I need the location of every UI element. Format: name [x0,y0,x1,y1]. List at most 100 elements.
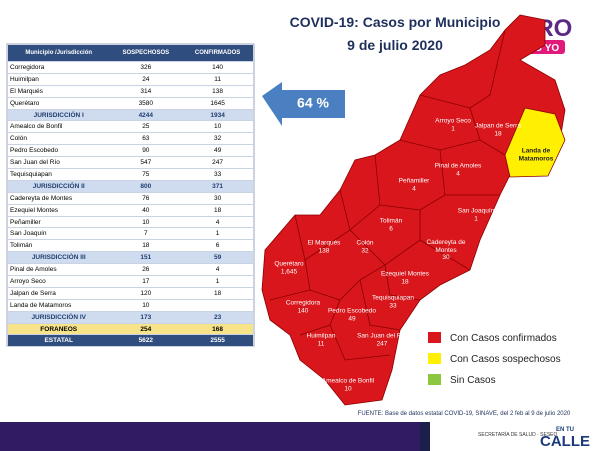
table-cell: 168 [182,323,253,336]
table-cell: 247 [182,156,253,170]
legend-label: Con Casos confirmados [450,333,557,344]
table-cell: 26 [109,263,183,277]
map-name: Landa de Matamoros [518,147,554,163]
map-name: Pinal de Amoles [434,162,482,170]
map-label: Colón 32 [337,240,393,255]
table-cell: 24 [109,73,183,86]
table-row: JURISDICCIÓN IV 173 23 [8,311,253,324]
table-cell: 49 [182,144,253,158]
footer-campaign: CALLE [540,433,590,450]
table-cell: 90 [109,144,183,158]
map-name: Amealco de Bonfil [321,377,375,385]
table-row: Ezequiel Montes 40 18 [8,204,253,217]
map-count: 138 [318,247,330,254]
table-row: Colón 63 32 [8,132,253,146]
table-cell: El Marqués [8,85,110,98]
map-label: Tequisquiapan 33 [365,295,421,310]
table-cell: 17 [109,275,183,288]
table-row: Corregidora 326 140 [8,61,253,74]
table-cell: San Joaquín [8,227,110,241]
table-row: JURISDICCIÓN III 151 59 [8,251,253,265]
footer-pattern [0,422,420,451]
table-cell: 75 [109,168,183,181]
map-name: Tolimán [379,217,403,225]
header-cell: SOSPECHOSOS [109,45,183,62]
header-cell: CONFIRMADOS [182,45,253,62]
table-cell: 3580 [109,97,183,110]
legend-swatch [428,353,441,364]
map-label: Pinal de Amoles 4 [430,163,486,178]
table-cell: 23 [182,311,253,324]
table-cell: 1934 [182,109,253,122]
table-row: Amealco de Bonfil 25 10 [8,120,253,134]
callout-arrow [262,82,345,126]
table-row: San Juan del Río 547 247 [8,156,253,170]
map-label: Cadereyta de Montes 30 [418,239,474,262]
table-cell: 4 [182,263,253,277]
border [309,264,386,301]
table-cell [182,299,253,312]
table-cell: JURISDICCIÓN III [8,251,110,265]
border [329,324,391,361]
table-row: Cadereyta de Montes 76 30 [8,192,253,205]
table-row: El Marqués 314 138 [8,85,253,98]
map-count: 11 [317,340,325,347]
map-label: Tolimán 6 [363,218,419,233]
table-cell: Corregidora [8,61,110,74]
map-label: Amealco de Bonfil 10 [320,378,376,393]
legend-label: Con Casos sospechosos [450,354,561,365]
table-cell: FORANEOS [8,323,110,336]
table-cell: ESTATAL [8,334,110,348]
table-cell: 10 [109,299,183,312]
table-cell: 18 [182,204,253,217]
table-cell: 173 [109,311,183,324]
source: FUENTE: Base de datos estatal COVID-19, … [358,411,571,417]
table-cell: 63 [109,132,183,146]
table-cell: 254 [109,323,183,336]
table-cell: 59 [182,251,253,265]
table-cell: 11 [182,73,253,86]
table-cell: 151 [109,251,183,265]
table-cell: 25 [109,120,183,134]
map-name: Colón [356,239,374,247]
footer-white [430,422,600,451]
table-cell: 40 [109,204,183,217]
table-cell: 6 [182,239,253,253]
table-row: Huimilpan 24 11 [8,73,253,86]
border [374,154,446,211]
legend-swatch [428,374,441,385]
map-count: 30 [442,253,450,261]
callout-text: 64 % [297,95,329,111]
map-label: Jalpan de Serra 18 [470,123,526,138]
table-row: Querétaro 3580 1645 [8,97,253,110]
table-cell: 314 [109,85,183,98]
table-cell: 4 [182,216,253,229]
table-cell: Cadereyta de Montes [8,192,110,205]
map-name: Peñamiller [398,177,430,185]
map-label: Arroyo Seco 1 [425,118,481,133]
table-cell: Arroyo Seco [8,275,110,288]
table-cell: 33 [182,168,253,181]
table-row: Landa de Matamoros 10 [8,299,253,312]
map-name: Corregidora [285,299,321,307]
table-cell: 7 [109,227,183,241]
table-row: Tolimán 18 6 [8,239,253,253]
table-cell: San Juan del Río [8,156,110,170]
table-row: JURISDICCIÓN I 4244 1934 [8,109,253,122]
title: COVID-19: Casos por Municipio [290,14,501,30]
table-row: Jalpan de Serra 120 18 [8,287,253,300]
map [261,14,566,406]
table-cell: 2555 [182,334,253,348]
table-cell: 800 [109,180,183,193]
map-name: Cadereyta de Montes [426,238,466,254]
table-cell: Pinal de Amoles [8,263,110,277]
table-cell: 10 [182,120,253,134]
footer-campaign-top: EN TU [556,427,574,433]
map-label: Querétaro 1,645 [261,261,317,276]
map-count: 1,645 [280,268,298,275]
map-name: Jalpan de Serra [475,122,521,130]
map-count: 32 [361,247,369,254]
table-cell: Peñamiller [8,216,110,229]
map-name: El Marqués [307,239,341,247]
